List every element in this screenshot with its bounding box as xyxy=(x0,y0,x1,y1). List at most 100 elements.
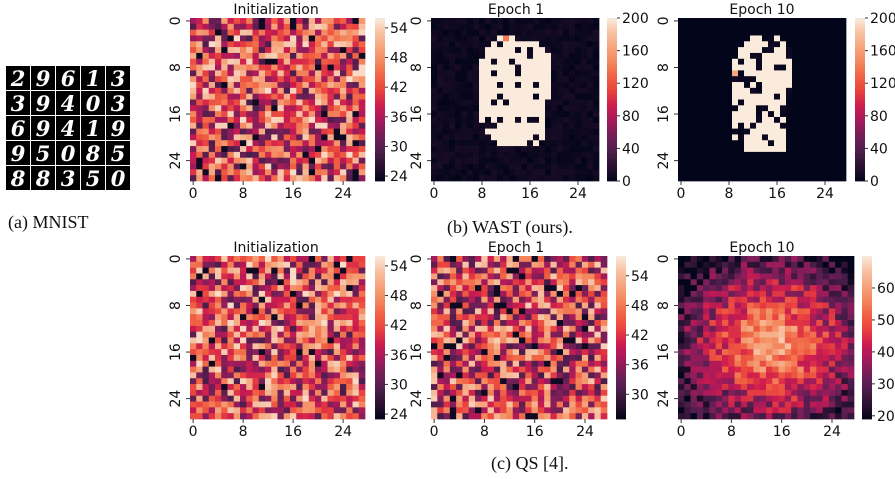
heatmap-cell xyxy=(696,70,703,77)
heatmap-cell xyxy=(791,290,798,298)
heatmap-cell xyxy=(283,290,291,298)
heatmap-cell xyxy=(828,76,835,83)
heatmap-cell xyxy=(271,93,278,100)
heatmap-cell xyxy=(265,273,272,280)
heatmap-cell xyxy=(456,296,463,303)
heatmap-cell xyxy=(834,52,841,60)
heatmap-cell xyxy=(792,122,799,129)
heatmap-cell xyxy=(593,35,600,42)
heatmap-cell xyxy=(340,360,347,367)
heatmap-cell xyxy=(563,354,570,362)
colorbar-segment xyxy=(607,167,617,171)
heatmap-cell xyxy=(678,140,685,147)
qs-epoch1-cells xyxy=(431,256,608,420)
heatmap-cell xyxy=(720,70,727,77)
heatmap-cell xyxy=(587,70,594,77)
qs-epoch1-ytick-label: 8 xyxy=(409,301,425,310)
heatmap-cell xyxy=(563,314,570,321)
heatmap-cell xyxy=(581,360,589,367)
heatmap-cell xyxy=(732,87,739,95)
heatmap-cell xyxy=(593,140,600,147)
heatmap-cell xyxy=(315,349,322,356)
heatmap-cell xyxy=(556,407,564,414)
heatmap-cell xyxy=(473,18,480,25)
heatmap-cell xyxy=(258,111,266,118)
heatmap-cell xyxy=(587,116,594,124)
heatmap-cell xyxy=(816,70,823,77)
heatmap-cell xyxy=(437,64,444,71)
heatmap-cell xyxy=(196,395,203,402)
heatmap-cell xyxy=(828,273,836,280)
heatmap-cell xyxy=(537,384,545,391)
heatmap-cell xyxy=(581,285,589,292)
heatmap-cell xyxy=(732,128,739,135)
heatmap-cell xyxy=(443,93,450,100)
heatmap-cell xyxy=(481,389,488,397)
heatmap-cell xyxy=(321,407,328,414)
heatmap-cell xyxy=(798,128,805,135)
heatmap-cell xyxy=(240,325,247,333)
heatmap-cell xyxy=(786,41,793,48)
heatmap-cell xyxy=(550,389,558,397)
heatmap-cell xyxy=(277,134,285,141)
heatmap-cell xyxy=(545,52,552,60)
heatmap-cell xyxy=(308,64,316,71)
heatmap-cell xyxy=(816,267,823,274)
heatmap-cell xyxy=(744,157,751,164)
heatmap-cell xyxy=(215,256,222,263)
heatmap-cell xyxy=(797,279,805,286)
heatmap-cell xyxy=(327,389,335,397)
heatmap-cell xyxy=(491,70,498,77)
heatmap-cell xyxy=(791,267,798,274)
heatmap-cell xyxy=(810,331,817,338)
heatmap-cell xyxy=(296,52,303,60)
heatmap-cell xyxy=(804,41,811,48)
heatmap-cell xyxy=(202,87,210,95)
heatmap-cell xyxy=(810,70,817,77)
heatmap-cell xyxy=(233,395,241,402)
heatmap-cell xyxy=(778,302,786,309)
heatmap-cell xyxy=(527,64,534,71)
heatmap-cell xyxy=(726,105,733,112)
heatmap-cell xyxy=(780,157,787,164)
heatmap-cell xyxy=(202,413,210,420)
heatmap-cell xyxy=(346,354,353,362)
heatmap-cell xyxy=(797,325,805,333)
heatmap-cell xyxy=(265,169,272,176)
heatmap-cell xyxy=(500,384,507,391)
heatmap-cell xyxy=(240,163,247,170)
heatmap-cell xyxy=(702,175,709,182)
heatmap-cell xyxy=(190,360,197,367)
heatmap-cell xyxy=(473,87,480,95)
heatmap-cell xyxy=(740,285,748,292)
heatmap-cell xyxy=(456,366,463,373)
heatmap-cell xyxy=(708,163,715,170)
heatmap-cell xyxy=(780,116,787,124)
heatmap-cell xyxy=(834,64,841,71)
heatmap-cell xyxy=(840,116,847,124)
heatmap-cell xyxy=(290,384,297,391)
heatmap-cell xyxy=(581,58,588,65)
heatmap-cell xyxy=(792,18,799,25)
heatmap-cell xyxy=(437,337,444,344)
heatmap-cell xyxy=(696,273,704,280)
heatmap-cell xyxy=(792,70,799,77)
heatmap-cell xyxy=(828,41,835,48)
heatmap-cell xyxy=(443,47,450,54)
heatmap-cell xyxy=(563,175,570,182)
heatmap-cell xyxy=(822,296,830,303)
heatmap-cell xyxy=(315,41,322,48)
heatmap-cell xyxy=(277,314,285,321)
heatmap-cell xyxy=(835,354,842,362)
heatmap-cell xyxy=(265,122,272,129)
heatmap-cell xyxy=(487,325,495,333)
colorbar-segment xyxy=(616,332,626,336)
heatmap-cell xyxy=(545,82,552,89)
heatmap-cell xyxy=(738,64,745,71)
heatmap-cell xyxy=(346,35,353,42)
heatmap-cell xyxy=(696,122,703,129)
heatmap-cell xyxy=(703,290,710,298)
heatmap-cell xyxy=(333,279,341,286)
heatmap-cell xyxy=(215,401,222,408)
heatmap-cell xyxy=(333,285,341,292)
